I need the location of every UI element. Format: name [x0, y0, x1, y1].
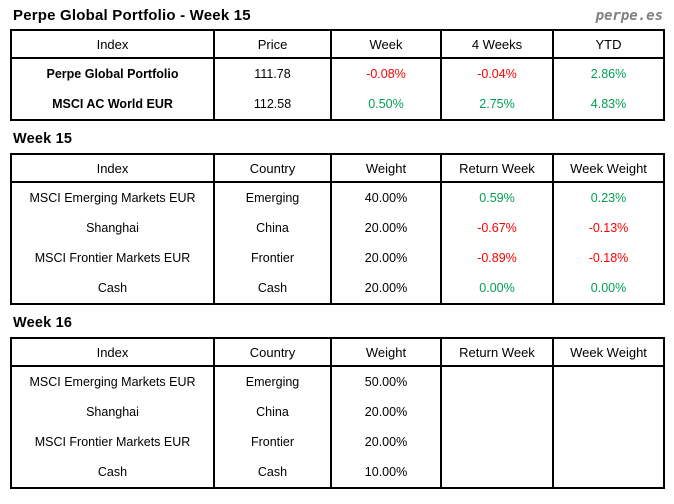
report-header: Perpe Global Portfolio - Week 15 perpe.e…	[10, 7, 663, 24]
week15-heading: Week 15	[13, 131, 73, 147]
table-row: Shanghai China 20.00% -0.67% -0.13%	[10, 213, 665, 243]
table-row: MSCI Emerging Markets EUR Emerging 40.00% 0…	[10, 182, 665, 213]
table-row: Perpe Global Portfolio 111.78 -0.08% -0.04%…	[10, 58, 665, 89]
col-header-week-weight: Week Weight	[552, 338, 665, 366]
cell-country: Emerging	[213, 182, 332, 213]
cell-weight: 40.00%	[330, 182, 442, 213]
cell-week-weight	[552, 397, 665, 427]
cell-weight: 20.00%	[330, 273, 442, 304]
cell-week-weight: 0.23%	[552, 182, 665, 213]
cell-return-week: 0.00%	[440, 273, 554, 304]
table-row: Shanghai China 20.00%	[10, 397, 665, 427]
cell-country: Cash	[213, 457, 332, 488]
cell-week: -0.08%	[330, 58, 442, 89]
brand-link: perpe.es	[595, 8, 663, 24]
page-title: Perpe Global Portfolio - Week 15	[13, 7, 251, 24]
cell-return-week	[440, 427, 554, 457]
cell-return-week	[440, 366, 554, 397]
table-row: MSCI Emerging Markets EUR Emerging 50.00%	[10, 366, 665, 397]
cell-index: MSCI Emerging Markets EUR	[10, 182, 215, 213]
cell-week: 0.50%	[330, 89, 442, 120]
cell-weight: 20.00%	[330, 213, 442, 243]
cell-ytd: 2.86%	[552, 58, 665, 89]
cell-week-weight: -0.13%	[552, 213, 665, 243]
cell-week-weight	[552, 366, 665, 397]
cell-index: Cash	[10, 273, 215, 304]
col-header-return-week: Return Week	[440, 154, 554, 182]
col-header-return-week: Return Week	[440, 338, 554, 366]
table-row: MSCI Frontier Markets EUR Frontier 20.00% -…	[10, 243, 665, 273]
cell-index: Shanghai	[10, 213, 215, 243]
cell-index: Cash	[10, 457, 215, 488]
table-row: MSCI Frontier Markets EUR Frontier 20.00%	[10, 427, 665, 457]
week16-heading: Week 16	[13, 315, 73, 331]
cell-ytd: 4.83%	[552, 89, 665, 120]
cell-week-weight: -0.18%	[552, 243, 665, 273]
cell-weight: 20.00%	[330, 427, 442, 457]
col-header-ytd: YTD	[552, 30, 665, 58]
col-header-country: Country	[213, 338, 332, 366]
cell-weight: 50.00%	[330, 366, 442, 397]
header-row: Index Country Weight Return Week Week Weight	[10, 154, 665, 182]
cell-week-weight: 0.00%	[552, 273, 665, 304]
week16-allocation-table: Index Country Weight Return Week Week Weight…	[10, 337, 665, 489]
cell-country: Frontier	[213, 427, 332, 457]
cell-4-weeks: 2.75%	[440, 89, 554, 120]
cell-index: MSCI Emerging Markets EUR	[10, 366, 215, 397]
cell-return-week: 0.59%	[440, 182, 554, 213]
col-header-index: Index	[10, 338, 215, 366]
header-row: Index Price Week 4 Weeks YTD	[10, 30, 665, 58]
cell-weight: 20.00%	[330, 397, 442, 427]
cell-index: Shanghai	[10, 397, 215, 427]
col-header-country: Country	[213, 154, 332, 182]
cell-country: China	[213, 397, 332, 427]
cell-country: Frontier	[213, 243, 332, 273]
cell-index: Perpe Global Portfolio	[10, 58, 215, 89]
cell-return-week	[440, 397, 554, 427]
col-header-4-weeks: 4 Weeks	[440, 30, 554, 58]
cell-4-weeks: -0.04%	[440, 58, 554, 89]
cell-country: Cash	[213, 273, 332, 304]
cell-price: 112.58	[213, 89, 332, 120]
cell-country: Emerging	[213, 366, 332, 397]
portfolio-summary-table: Index Price Week 4 Weeks YTD Perpe Global Por…	[10, 29, 665, 121]
col-header-week: Week	[330, 30, 442, 58]
cell-week-weight	[552, 457, 665, 488]
header-row: Index Country Weight Return Week Week Weight	[10, 338, 665, 366]
table-row: MSCI AC World EUR 112.58 0.50% 2.75% 4.83%	[10, 89, 665, 120]
col-header-week-weight: Week Weight	[552, 154, 665, 182]
cell-weight: 20.00%	[330, 243, 442, 273]
cell-index: MSCI Frontier Markets EUR	[10, 427, 215, 457]
col-header-price: Price	[213, 30, 332, 58]
cell-country: China	[213, 213, 332, 243]
table-row: Cash Cash 20.00% 0.00% 0.00%	[10, 273, 665, 304]
cell-price: 111.78	[213, 58, 332, 89]
cell-return-week: -0.67%	[440, 213, 554, 243]
table-row: Cash Cash 10.00%	[10, 457, 665, 488]
cell-week-weight	[552, 427, 665, 457]
cell-return-week: -0.89%	[440, 243, 554, 273]
col-header-index: Index	[10, 154, 215, 182]
cell-weight: 10.00%	[330, 457, 442, 488]
week15-allocation-table: Index Country Weight Return Week Week Weight…	[10, 153, 665, 305]
col-header-weight: Weight	[330, 154, 442, 182]
cell-index: MSCI Frontier Markets EUR	[10, 243, 215, 273]
col-header-weight: Weight	[330, 338, 442, 366]
col-header-index: Index	[10, 30, 215, 58]
cell-return-week	[440, 457, 554, 488]
cell-index: MSCI AC World EUR	[10, 89, 215, 120]
